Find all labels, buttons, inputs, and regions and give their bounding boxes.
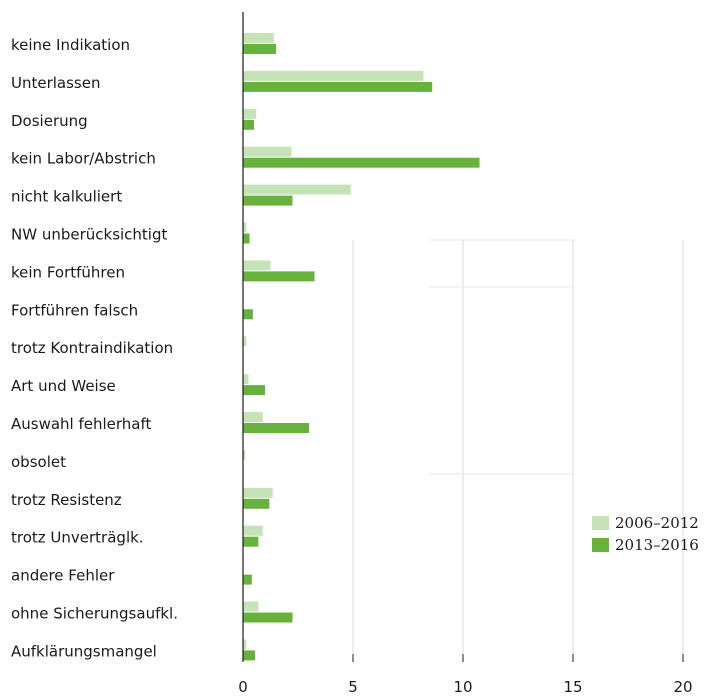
category-label: Art und Weise — [11, 377, 116, 395]
bar-series-2 — [243, 536, 259, 547]
bar-series-1 — [243, 70, 424, 81]
category-label: Unterlassen — [11, 74, 101, 92]
category-label: Aufklärungsmangel — [11, 642, 157, 660]
category-labels: keine Indikation Unterlassen Dosierung kein… — [11, 36, 178, 660]
bar-series-1 — [243, 487, 273, 498]
category-label: trotz Kontraindikation — [11, 339, 173, 357]
bar-series-1 — [243, 639, 247, 650]
category-label: keine Indikation — [11, 36, 130, 54]
legend-swatch — [592, 516, 609, 530]
bar-series-2 — [243, 498, 270, 509]
category-label: Fortführen falsch — [11, 301, 138, 319]
bar-series-2 — [243, 385, 265, 396]
bar-series-2 — [243, 271, 315, 282]
category-label: trotz Resistenz — [11, 491, 122, 509]
category-label: Auswahl fehlerhaft — [11, 415, 152, 433]
category-label: Dosierung — [11, 112, 88, 130]
category-label: NW unberücksichtigt — [11, 226, 167, 244]
bar-series-1 — [243, 449, 246, 460]
category-label: ohne Sicherungsaufkl. — [11, 605, 178, 623]
tick-label: 15 — [563, 678, 582, 696]
bars — [243, 33, 480, 661]
bar-series-2 — [243, 233, 250, 244]
legend: 2006–2012 2013–2016 — [592, 514, 699, 554]
bar-series-1 — [243, 525, 263, 536]
bar-series-1 — [243, 601, 259, 612]
bar-series-1 — [243, 260, 271, 271]
bar-series-2 — [243, 157, 480, 168]
bar-series-1 — [243, 146, 292, 157]
legend-label: 2006–2012 — [615, 514, 699, 532]
bar-series-2 — [243, 574, 252, 585]
tick-label: 0 — [238, 678, 248, 696]
x-axis: 0 5 10 15 20 — [238, 12, 693, 696]
bar-series-2 — [243, 650, 256, 661]
category-label: kein Labor/Abstrich — [11, 150, 156, 168]
legend-swatch — [592, 538, 609, 552]
legend-label: 2013–2016 — [615, 536, 699, 554]
grid — [352, 239, 684, 662]
category-label: obsolet — [11, 453, 66, 471]
bar-series-1 — [243, 336, 247, 347]
bar-series-1 — [243, 184, 351, 195]
bar-series-2 — [243, 612, 293, 623]
bar-series-1 — [243, 374, 249, 385]
bar-series-2 — [243, 119, 254, 130]
bar-series-1 — [243, 33, 274, 43]
tick-label: 10 — [453, 678, 472, 696]
bar-series-2 — [243, 423, 309, 433]
bar-series-1 — [243, 108, 257, 119]
bar-series-2 — [243, 309, 253, 320]
bar-series-2 — [243, 195, 293, 206]
category-label: andere Fehler — [11, 567, 115, 585]
category-label: kein Fortführen — [11, 263, 125, 281]
category-label: trotz Unverträglk. — [11, 529, 144, 547]
bar-series-2 — [243, 81, 433, 92]
tick-label: 20 — [673, 678, 692, 696]
bar-series-2 — [243, 44, 276, 54]
tick-label: 5 — [348, 678, 358, 696]
bar-series-1 — [243, 222, 247, 233]
bar-series-1 — [243, 412, 263, 422]
category-label: nicht kalkuliert — [11, 188, 122, 206]
